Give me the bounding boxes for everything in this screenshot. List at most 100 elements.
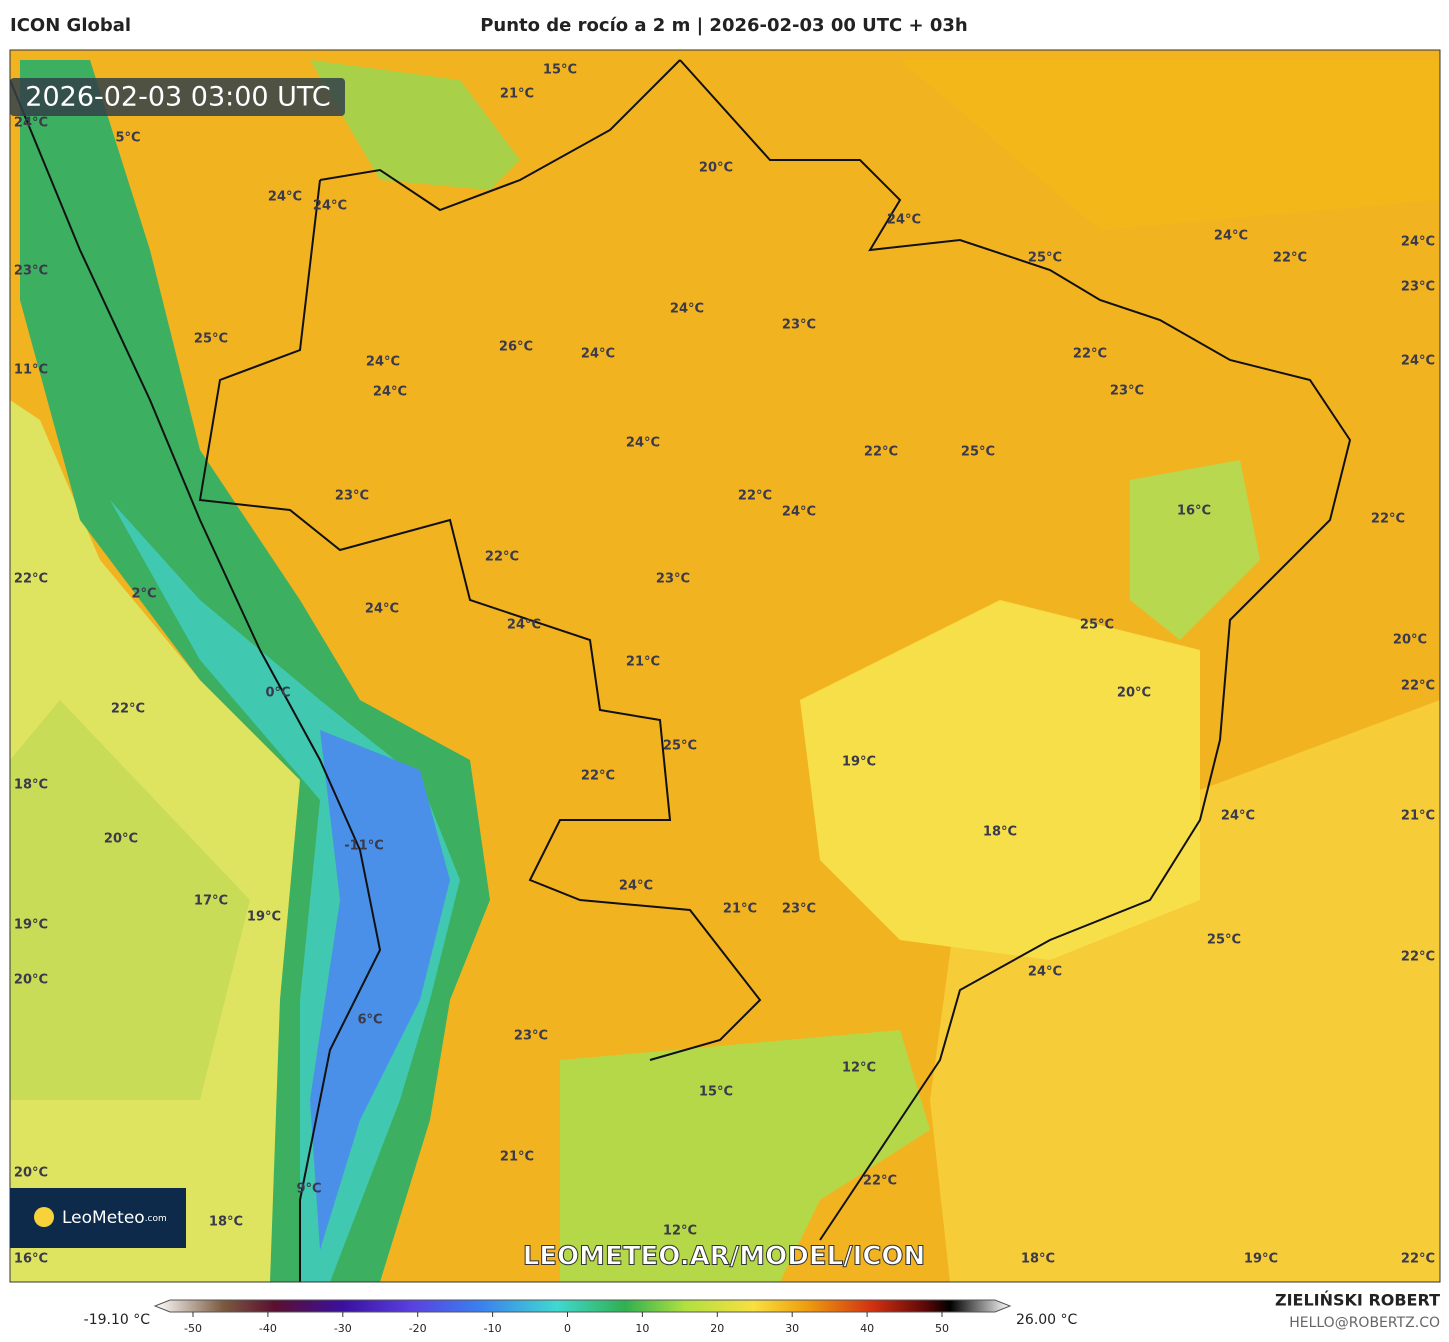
map-label: 25°C (1028, 251, 1062, 266)
colorbar-tick-label: 0 (564, 1322, 571, 1335)
map-label: 19°C (1244, 1252, 1278, 1267)
map-label: 23°C (1401, 280, 1435, 295)
map-label: 22°C (111, 702, 145, 717)
map-label: 15°C (699, 1085, 733, 1100)
map-frame (9, 49, 1441, 1283)
map-label: 24°C (626, 436, 660, 451)
pacific-inner (10, 700, 250, 1100)
map-label: 24°C (14, 116, 48, 131)
map-label: 17°C (194, 894, 228, 909)
map-label: 21°C (500, 1150, 534, 1165)
map-label: 18°C (14, 778, 48, 793)
map-label: 22°C (1401, 950, 1435, 965)
author: ZIELIŃSKI ROBERT (1275, 1291, 1440, 1310)
map-label: 19°C (247, 910, 281, 925)
map-label: 24°C (365, 602, 399, 617)
colorbar-tick-label: -40 (259, 1322, 277, 1335)
map-label: 25°C (663, 739, 697, 754)
colorbar-max: 26.00 °C (1016, 1312, 1078, 1328)
map-label: 22°C (1273, 251, 1307, 266)
colorbar-min: -19.10 °C (84, 1312, 151, 1328)
map-label: 20°C (14, 973, 48, 988)
map-label: 19°C (14, 918, 48, 933)
northeast (1130, 460, 1260, 640)
map-label: 22°C (581, 769, 615, 784)
map-label: 24°C (1401, 235, 1435, 250)
map-label: 24°C (366, 355, 400, 370)
map-label: 20°C (699, 161, 733, 176)
map-label: 24°C (1214, 229, 1248, 244)
map-label: 22°C (485, 550, 519, 565)
colorbar-tick-label: -10 (484, 1322, 502, 1335)
colorbar-tick-label: 50 (935, 1322, 949, 1335)
map-label: 22°C (1401, 1252, 1435, 1267)
map-label: 24°C (268, 190, 302, 205)
map-label: 22°C (1371, 512, 1405, 527)
map-label: 20°C (1117, 686, 1151, 701)
map-label: -11°C (344, 839, 384, 854)
colorbar-tick-label: 20 (710, 1322, 724, 1335)
map-label: 6°C (357, 1013, 382, 1028)
map-label: 20°C (14, 1166, 48, 1181)
altiplano (310, 730, 450, 1250)
map-label: 23°C (656, 572, 690, 587)
map-label: 23°C (782, 902, 816, 917)
map-label: 15°C (543, 63, 577, 78)
timestamp: 2026-02-03 03:00 UTC (25, 82, 330, 113)
colorbar-tick-label: -50 (184, 1322, 202, 1335)
map-label: 24°C (619, 879, 653, 894)
map-label: 25°C (1080, 618, 1114, 633)
map-label: 25°C (1207, 933, 1241, 948)
map-label: 23°C (514, 1029, 548, 1044)
map-label: 24°C (782, 505, 816, 520)
map (10, 50, 1440, 1282)
timestamp-box (10, 78, 345, 116)
colorbar-tick-label: -20 (409, 1322, 427, 1335)
map-label: 23°C (782, 318, 816, 333)
map-label: 25°C (961, 445, 995, 460)
colorbar (153, 1299, 1012, 1313)
map-label: 18°C (1021, 1252, 1055, 1267)
map-label: 18°C (983, 825, 1017, 840)
map-label: 24°C (581, 347, 615, 362)
map-label: 12°C (842, 1061, 876, 1076)
map-label: 21°C (1401, 809, 1435, 824)
map-label: 5°C (115, 131, 140, 146)
map-label: 22°C (863, 1174, 897, 1189)
map-label: 20°C (104, 832, 138, 847)
map-label: 24°C (507, 618, 541, 633)
logo-name: LeoMeteo (62, 1208, 145, 1228)
map-label: 23°C (14, 264, 48, 279)
map-label: 16°C (1177, 504, 1211, 519)
map-label: 25°C (194, 332, 228, 347)
map-label: 18°C (209, 1215, 243, 1230)
map-label: 23°C (335, 489, 369, 504)
map-label: 24°C (1401, 354, 1435, 369)
colombia (310, 60, 520, 190)
map-label: 24°C (373, 385, 407, 400)
logo-suffix: .com (145, 1214, 167, 1224)
map-label: 16°C (14, 1252, 48, 1267)
model-name: ICON Global (10, 15, 131, 36)
map-label: 21°C (723, 902, 757, 917)
map-label: 9°C (296, 1182, 321, 1197)
borders (10, 59, 1352, 1282)
map-label: 21°C (626, 655, 660, 670)
map-label: 22°C (1073, 347, 1107, 362)
map-label: 22°C (738, 489, 772, 504)
map-label: 24°C (887, 213, 921, 228)
map-label: 2°C (131, 587, 156, 602)
map-label: 11°C (14, 363, 48, 378)
map-label: 24°C (1028, 965, 1062, 980)
map-label: 24°C (313, 199, 347, 214)
logo-sun (34, 1207, 54, 1227)
south (560, 1030, 930, 1282)
map-label: 22°C (864, 445, 898, 460)
map-label: 24°C (670, 302, 704, 317)
map-label: 22°C (1401, 679, 1435, 694)
colorbar-tick-label: -30 (334, 1322, 352, 1335)
watermark: LEOMETEO.AR/MODEL/ICON (523, 1242, 926, 1272)
map-label: 0°C (265, 686, 290, 701)
highlands (800, 600, 1200, 960)
